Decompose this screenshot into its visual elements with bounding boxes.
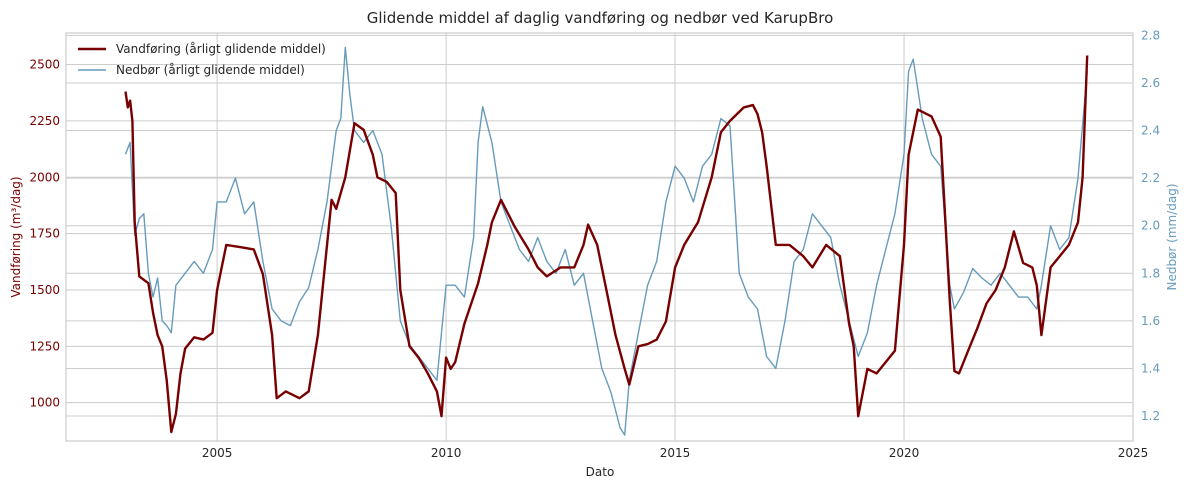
legend-label-flow: Vandføring (årligt glidende middel) (116, 42, 326, 56)
y-left-tick-label: 1250 (29, 339, 60, 353)
series-line-vandforing (124, 55, 1089, 434)
y-right-tick-label: 1.6 (1141, 314, 1160, 328)
y-right-tick-label: 2.0 (1141, 219, 1160, 233)
x-tick-label: 2025 (1118, 446, 1149, 460)
series-layer (124, 46, 1089, 436)
y-right-tick-label: 1.2 (1141, 409, 1160, 423)
plot-frame (65, 32, 1134, 442)
right-axis: 1.2 1.4 1.6 1.8 2.0 2.2 2.4 2.6 2.8 (1141, 28, 1160, 423)
x-tick-label: 2010 (431, 446, 462, 460)
y-right-tick-label: 1.8 (1141, 266, 1160, 280)
right-axis-label: Nedbør (mm/dag) (1165, 183, 1179, 290)
series-line-nedbor (124, 46, 1088, 436)
left-axis-label: Vandføring (m³/dag) (9, 176, 23, 297)
x-tick-label: 2005 (202, 446, 233, 460)
x-axis-label: Dato (586, 465, 615, 479)
y-left-tick-label: 2250 (29, 114, 60, 128)
chart-title: Glidende middel af daglig vandføring og … (367, 9, 834, 27)
y-right-tick-label: 1.4 (1141, 361, 1160, 375)
y-right-tick-label: 2.8 (1141, 28, 1160, 42)
x-tick-label: 2015 (660, 446, 691, 460)
y-right-tick-label: 2.6 (1141, 76, 1160, 90)
y-left-tick-label: 1000 (29, 396, 60, 410)
legend: Vandføring (årligt glidende middel) Nedb… (78, 42, 326, 77)
x-axis: 2005 2010 2015 2020 2025 (202, 446, 1148, 460)
y-left-tick-label: 2500 (29, 58, 60, 72)
grid (66, 33, 1134, 441)
y-left-tick-label: 1750 (29, 227, 60, 241)
y-right-tick-label: 2.4 (1141, 124, 1160, 138)
left-axis: 1000 1250 1500 1750 2000 2250 2500 (29, 58, 60, 410)
x-tick-label: 2020 (889, 446, 920, 460)
y-right-tick-label: 2.2 (1141, 171, 1160, 185)
y-left-tick-label: 2000 (29, 170, 60, 184)
legend-label-rain: Nedbør (årligt glidende middel) (116, 63, 305, 77)
y-left-tick-label: 1500 (29, 283, 60, 297)
